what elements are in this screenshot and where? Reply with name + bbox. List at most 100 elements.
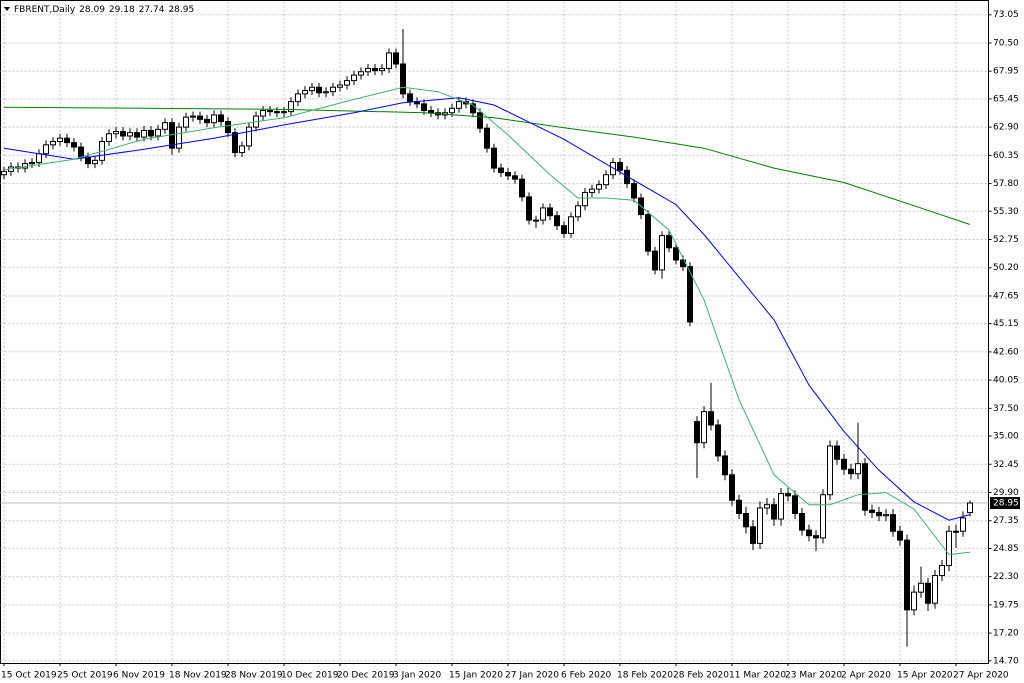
candle-body — [785, 493, 791, 497]
candle-body — [246, 126, 252, 147]
candle-body — [218, 114, 224, 123]
candle-body — [309, 86, 315, 92]
y-tick-label: 67.95 — [993, 67, 1019, 77]
candle-body — [421, 103, 427, 112]
candle-body — [701, 411, 707, 444]
y-tick-label: 37.50 — [993, 404, 1019, 414]
candle-body — [176, 126, 182, 149]
candle-body — [106, 133, 112, 143]
candle-body — [302, 90, 308, 95]
labels: FBRENT,Daily 28.09 29.18 27.74 28.95 14.70 17… — [1, 5, 1020, 681]
candle-body — [197, 115, 203, 120]
x-tick-label: 6 Feb 2020 — [561, 671, 612, 681]
y-tick-label: 40.05 — [993, 376, 1019, 386]
y-tick-label: 50.20 — [993, 263, 1019, 273]
candle-body — [939, 565, 945, 577]
candle-body — [365, 67, 371, 73]
x-tick-label: 6 Nov 2019 — [113, 671, 165, 681]
y-tick-label: 70.50 — [993, 38, 1019, 48]
candle-body — [666, 235, 672, 249]
candle-body — [932, 575, 938, 604]
candle-body — [372, 67, 378, 72]
candle-body — [344, 80, 350, 86]
x-tick-label: 18 Feb 2020 — [617, 671, 673, 681]
x-tick-label: 15 Jan 2020 — [449, 671, 503, 681]
candle-body — [351, 74, 357, 82]
candle-body — [148, 129, 154, 137]
y-tick-label: 27.35 — [993, 516, 1019, 526]
chart-header: FBRENT,Daily 28.09 29.18 27.74 28.95 — [14, 5, 194, 15]
candle-body — [239, 145, 245, 154]
candle-body — [792, 495, 798, 515]
plot-frame — [0, 0, 989, 664]
moving-average-line — [3, 97, 971, 521]
candle-body — [876, 511, 882, 517]
candle-body — [911, 591, 917, 611]
x-tick-label: 27 Jan 2020 — [505, 671, 559, 681]
candle-body — [575, 205, 581, 218]
candle-body — [596, 184, 602, 190]
y-tick-label: 17.20 — [993, 629, 1019, 639]
candle-body — [470, 103, 476, 114]
candle-body — [92, 159, 98, 165]
y-tick-label: 73.05 — [993, 10, 1019, 20]
y-tick-label: 65.45 — [993, 94, 1019, 104]
candle-body — [505, 172, 511, 177]
candle-body — [519, 178, 525, 198]
candle-body — [288, 101, 294, 113]
y-tick-label: 55.30 — [993, 207, 1019, 217]
x-tick-label: 3 Jan 2020 — [393, 671, 441, 681]
candle-body — [687, 266, 693, 323]
y-tick-label: 57.80 — [993, 179, 1019, 189]
candle-body — [274, 111, 280, 114]
candle-body — [624, 169, 630, 185]
candle-body — [78, 146, 84, 158]
candle-body — [57, 137, 63, 143]
candle-body — [484, 127, 490, 149]
candle-body — [267, 110, 273, 113]
candle-body — [512, 175, 518, 180]
candle-body — [71, 142, 77, 148]
candle-body — [603, 174, 609, 186]
candle-body — [834, 445, 840, 460]
candle-body — [134, 132, 140, 138]
candle-body — [960, 517, 966, 532]
candle-body — [477, 112, 483, 129]
marks — [1, 29, 973, 647]
symbol-icon — [4, 7, 10, 11]
candle-body — [526, 196, 532, 221]
candle-body — [841, 458, 847, 470]
candle-body — [456, 101, 462, 109]
candle-body — [946, 530, 952, 567]
candle-body — [358, 71, 364, 76]
candle-body — [764, 504, 770, 509]
candle-body — [568, 216, 574, 234]
candle-body — [757, 507, 763, 544]
candle-body — [379, 67, 385, 72]
moving-average-line — [3, 86, 971, 556]
candle-body — [897, 530, 903, 541]
candle-body — [848, 468, 854, 475]
candle-body — [428, 110, 434, 114]
candle-body — [750, 526, 756, 544]
candle-body — [85, 156, 91, 165]
y-tick-label: 14.70 — [993, 656, 1019, 666]
x-tick-label: 2 Apr 2020 — [841, 671, 891, 681]
candle-body — [400, 63, 406, 95]
candle-body — [813, 535, 819, 539]
candle-body — [869, 509, 875, 513]
candle-body — [120, 131, 126, 137]
candle-body — [43, 144, 49, 155]
y-tick-label: 62.90 — [993, 123, 1019, 133]
candle-body — [799, 513, 805, 531]
current-price-label: 28.95 — [993, 499, 1019, 509]
candle-body — [393, 52, 399, 65]
candle-body — [449, 107, 455, 114]
y-tick-label: 24.85 — [993, 544, 1019, 554]
candle-body — [330, 86, 336, 93]
candle-body — [925, 582, 931, 604]
candle-body — [337, 84, 343, 88]
candle-body — [155, 128, 161, 137]
candle-body — [610, 162, 616, 176]
